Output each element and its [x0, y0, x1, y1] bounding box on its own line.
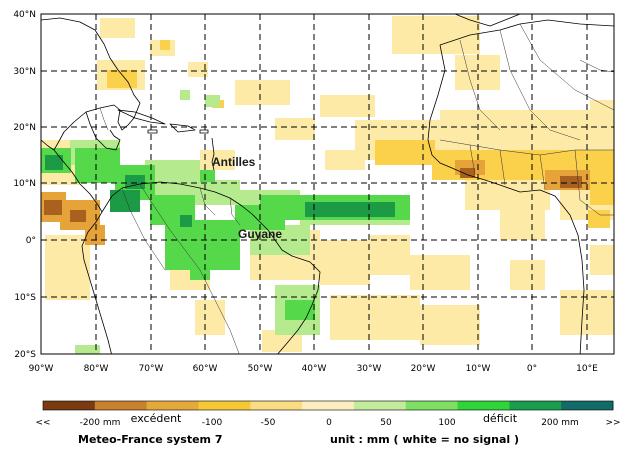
legend-tick: 50	[380, 418, 392, 428]
legend-tick: 0	[326, 418, 332, 428]
lon-label: 30°W	[357, 364, 382, 374]
lon-label: 10°W	[466, 364, 491, 374]
cuba-island	[117, 109, 166, 125]
iberia-coast	[454, 14, 521, 27]
legend-frame	[42, 400, 614, 411]
legend-swatch	[405, 401, 458, 410]
legend-colorbar	[42, 400, 614, 411]
lat-label: 40°N	[13, 10, 36, 20]
lat-label: 20°S	[14, 350, 36, 360]
hispaniola-island	[169, 123, 196, 133]
latitude-labels: 40°N 30°N 20°N 10°N 0° 10°S 20°S	[13, 10, 36, 360]
source-caption: Meteo-France system 7	[78, 433, 223, 446]
longitude-labels: 90°W 80°W 70°W 60°W 50°W 40°W 30°W 20°W …	[29, 364, 599, 374]
legend-swatch	[353, 401, 407, 410]
lon-label: 0°	[527, 364, 537, 374]
legend-swatch	[250, 401, 303, 410]
legend-tick: -200 mm	[80, 418, 121, 428]
lon-label: 70°W	[139, 364, 164, 374]
unit-caption: unit : mm ( white = no signal )	[330, 433, 520, 446]
anomaly-field	[41, 16, 614, 354]
legend-tick: >>	[605, 418, 620, 428]
legend-swatch	[457, 401, 510, 410]
map-frame	[40, 13, 615, 355]
jamaica-island	[147, 129, 158, 134]
puerto-rico-island	[199, 129, 209, 134]
lon-label: 90°W	[29, 364, 54, 374]
lat-label: 20°N	[13, 123, 36, 133]
yucatan-coast	[85, 111, 121, 151]
lon-label: 60°W	[193, 364, 218, 374]
gridlines	[41, 14, 614, 354]
legend-excess-word: excédent	[131, 412, 182, 425]
strong-excess-areas	[45, 155, 395, 227]
legend-tick: 100	[438, 418, 455, 428]
legend-swatch	[94, 401, 148, 410]
legend-swatch	[146, 401, 199, 410]
legend-swatch	[561, 401, 614, 410]
legend-tick: -100	[202, 418, 223, 428]
extreme-deficit-areas	[44, 168, 582, 222]
lat-label: 10°N	[13, 179, 36, 189]
lat-label: 10°S	[14, 293, 36, 303]
central-america-coast	[53, 149, 103, 213]
lon-label: 80°W	[84, 364, 109, 374]
south-america-coast	[81, 211, 112, 354]
legend-swatch	[302, 401, 355, 410]
legend-tick: 200 mm	[541, 418, 579, 428]
lon-label: 40°W	[302, 364, 327, 374]
legend-tick: -50	[261, 418, 276, 428]
lesser-antilles	[211, 137, 215, 171]
lat-label: 30°N	[13, 67, 36, 77]
south-america-north-coast	[101, 181, 321, 354]
legend-deficit-word: déficit	[483, 412, 518, 425]
legend-labels: << -200 mm -100 -50 0 50 100 200 mm >> e…	[35, 412, 620, 428]
lon-label: 50°W	[248, 364, 273, 374]
lat-label: 0°	[26, 236, 36, 246]
lon-label: 10°E	[576, 364, 598, 374]
legend-swatch	[198, 401, 251, 410]
legend-tick: <<	[35, 418, 50, 428]
legend-swatch	[509, 401, 562, 410]
antilles-label: Antilles	[212, 155, 256, 169]
country-borders	[99, 23, 614, 354]
guyane-label: Guyane	[238, 227, 282, 241]
legend-swatch	[43, 401, 96, 410]
lon-label: 20°W	[411, 364, 436, 374]
